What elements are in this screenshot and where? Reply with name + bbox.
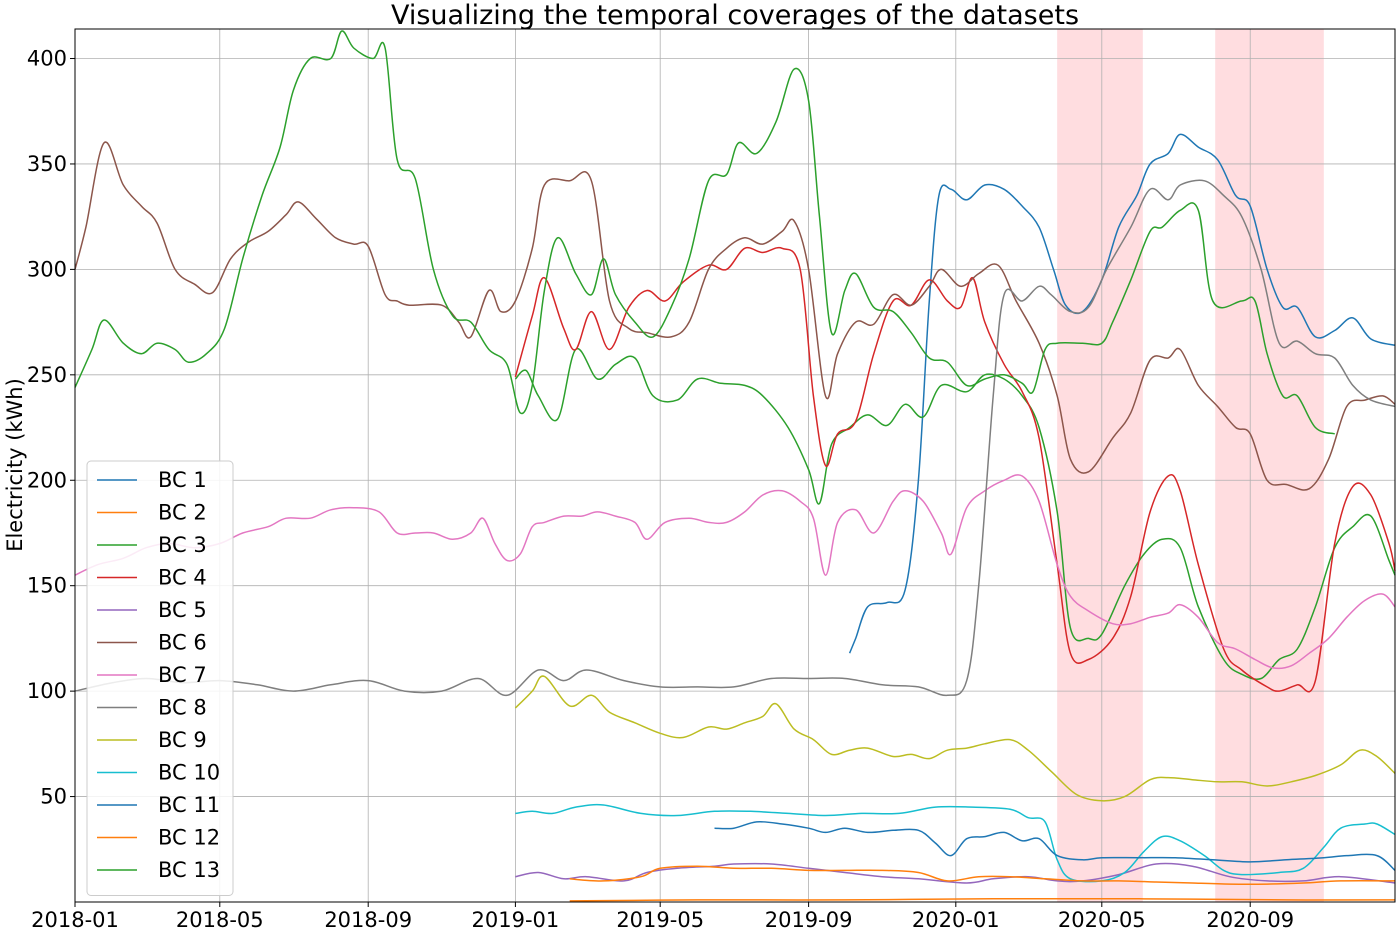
x-tick-label: 2020-01: [912, 908, 1000, 932]
legend-label: BC 7: [158, 663, 207, 687]
y-axis-label: Electricity (kWh): [3, 378, 27, 552]
series-bc-2: [569, 897, 1396, 902]
x-tick-label: 2018-01: [31, 908, 119, 932]
series-bc-10: [515, 803, 1396, 883]
legend-label: BC 11: [158, 793, 220, 817]
x-tick-label: 2020-05: [1058, 908, 1146, 932]
legend-label: BC 1: [158, 468, 207, 492]
legend-label: BC 6: [158, 631, 207, 655]
series-bc-11: [714, 820, 1396, 871]
legend: BC 1 BC 2 BC 3 BC 4 BC 5 BC 6 BC 7 BC 8 BC 9 BC 1…: [86, 460, 234, 896]
chart-title: Visualizing the temporal coverages of th…: [391, 0, 1079, 31]
legend-label: BC 2: [158, 501, 207, 525]
legend-label: BC 5: [158, 598, 207, 622]
y-tick-label: 250: [27, 363, 67, 387]
legend-label: BC 4: [158, 566, 207, 590]
legend-label: BC 8: [158, 696, 207, 720]
plot-frame: [74, 28, 1396, 903]
y-tick-label: 150: [27, 574, 67, 598]
series-bc-3: [514, 347, 1396, 681]
series-lines: [74, 30, 1396, 902]
x-tick-label: 2018-05: [176, 908, 264, 932]
legend-label: BC 13: [158, 858, 220, 882]
x-tick-label: 2019-01: [472, 908, 560, 932]
grid-lines: [74, 29, 1395, 902]
series-bc-4: [514, 246, 1396, 693]
x-tick-label: 2019-05: [616, 908, 704, 932]
y-tick-label: 350: [27, 152, 67, 176]
legend-label: BC 3: [158, 533, 207, 557]
y-tick-label: 400: [27, 47, 67, 71]
legend-label: BC 9: [158, 728, 207, 752]
y-axis-ticks: 50 100 150 200 250 300 350 400: [27, 47, 75, 809]
shaded-region-2: [1215, 29, 1324, 902]
y-tick-label: 100: [27, 679, 67, 703]
y-tick-label: 200: [27, 468, 67, 492]
legend-box: [86, 460, 234, 896]
series-bc-9: [514, 675, 1396, 802]
series-bc-1: [848, 133, 1396, 654]
x-tick-label: 2019-09: [765, 908, 853, 932]
series-bc-8: [74, 179, 1396, 697]
x-tick-label: 2018-09: [324, 908, 412, 932]
shaded-regions: [1057, 29, 1324, 902]
shaded-region-1: [1057, 29, 1143, 902]
y-tick-label: 300: [27, 257, 67, 281]
legend-label: BC 10: [158, 761, 220, 785]
x-tick-label: 2020-09: [1206, 908, 1294, 932]
x-axis-ticks: 2018-01 2018-05 2018-09 2019-01 2019-05 2019-…: [31, 902, 1294, 932]
y-tick-label: 50: [40, 785, 67, 809]
series-bc-12: [569, 865, 1396, 885]
series-bc-13: [74, 30, 1335, 435]
series-bc-7: [74, 474, 1396, 670]
series-bc-6: [74, 141, 1396, 491]
legend-label: BC 12: [158, 826, 220, 850]
